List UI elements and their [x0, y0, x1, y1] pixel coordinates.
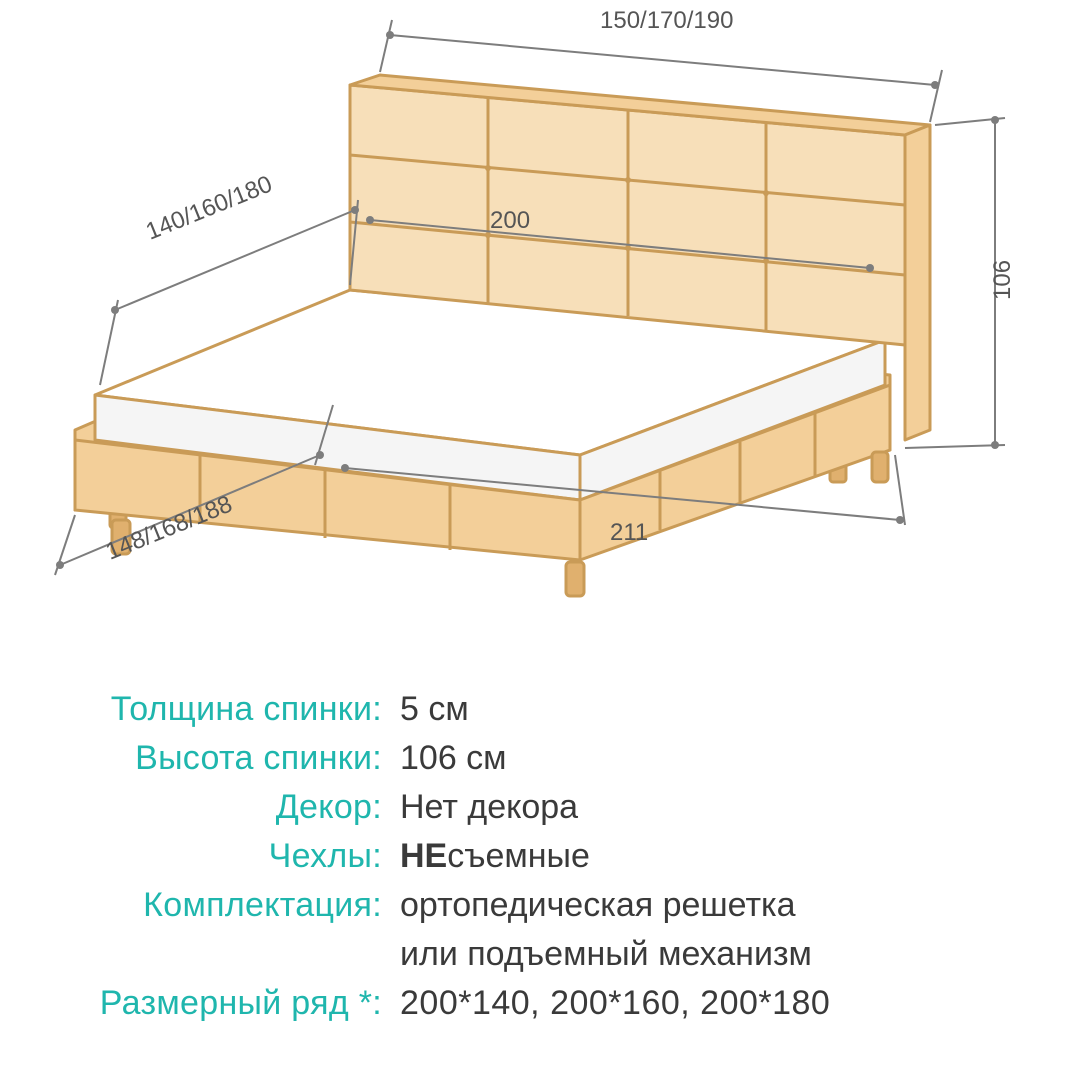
spec-row: Высота спинки:106 см [40, 739, 1040, 778]
dim-outer-l: 211 [610, 519, 648, 546]
spec-value: или подъемный механизм [400, 935, 812, 974]
spec-value: 5 см [400, 690, 469, 729]
spec-row: Толщина спинки:5 см [40, 690, 1040, 729]
spec-row: Декор:Нет декора [40, 788, 1040, 827]
dim-headboard: 150/170/190 [600, 7, 733, 34]
spec-table: Толщина спинки:5 см Высота спинки:106 см… [40, 690, 1040, 1033]
spec-label: Размерный ряд *: [40, 984, 400, 1023]
spec-label: Толщина спинки: [40, 690, 400, 729]
spec-row: Чехлы:НЕсъемные [40, 837, 1040, 876]
spec-label: Декор: [40, 788, 400, 827]
spec-value: 106 см [400, 739, 507, 778]
spec-label: Комплектация: [40, 886, 400, 925]
bed-spec-canvas: .dim{stroke:#7d7d7d;stroke-width:2;fill:… [0, 0, 1080, 1067]
spec-label: Чехлы: [40, 837, 400, 876]
spec-row: Комплектация:ортопедическая решетка [40, 886, 1040, 925]
spec-row: Размерный ряд *:200*140, 200*160, 200*18… [40, 984, 1040, 1023]
dim-mattress-l: 200 [490, 207, 530, 234]
spec-row: или подъемный механизм [40, 935, 1040, 974]
spec-value: НЕсъемные [400, 837, 590, 876]
spec-label: Высота спинки: [40, 739, 400, 778]
spec-value: 200*140, 200*160, 200*180 [400, 984, 830, 1023]
spec-value: ортопедическая решетка [400, 886, 796, 925]
bed-diagram: .dim{stroke:#7d7d7d;stroke-width:2;fill:… [0, 0, 1080, 670]
dim-mattress-w: 140/160/180 [142, 171, 276, 246]
spec-value: Нет декора [400, 788, 578, 827]
dim-height: 106 [989, 260, 1016, 300]
